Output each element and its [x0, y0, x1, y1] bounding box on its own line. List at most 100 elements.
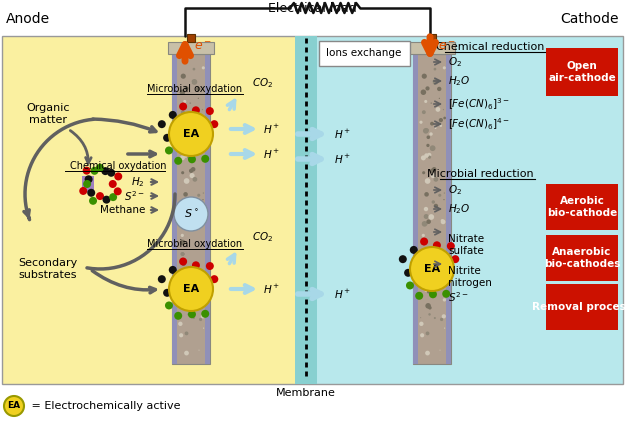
FancyBboxPatch shape [546, 184, 618, 230]
Text: $e^-$: $e^-$ [438, 39, 456, 53]
Circle shape [192, 68, 196, 70]
Circle shape [114, 187, 122, 195]
Text: $H^+$: $H^+$ [263, 123, 281, 136]
Circle shape [439, 350, 441, 351]
Circle shape [107, 169, 115, 177]
Circle shape [442, 290, 450, 298]
Circle shape [183, 153, 188, 158]
Circle shape [432, 167, 436, 172]
Circle shape [186, 153, 191, 157]
Text: $H^+$: $H^+$ [334, 287, 351, 301]
Circle shape [206, 107, 214, 115]
Circle shape [443, 199, 444, 200]
Circle shape [189, 173, 194, 178]
Circle shape [96, 192, 104, 200]
Bar [168, 42, 214, 54]
Circle shape [194, 207, 198, 210]
Text: $S^\circ$: $S^\circ$ [184, 208, 199, 220]
Circle shape [169, 267, 213, 311]
FancyBboxPatch shape [319, 41, 409, 65]
Text: Anode: Anode [6, 12, 50, 26]
Circle shape [426, 332, 429, 335]
Circle shape [424, 153, 429, 158]
Circle shape [188, 214, 193, 220]
Circle shape [4, 396, 24, 416]
Text: $CO_2$: $CO_2$ [252, 76, 273, 90]
Circle shape [182, 276, 188, 281]
Circle shape [202, 109, 203, 110]
Circle shape [184, 222, 186, 225]
Circle shape [441, 219, 446, 224]
Text: Membrane: Membrane [276, 388, 336, 398]
Text: EA: EA [424, 264, 440, 274]
Circle shape [425, 277, 427, 279]
Circle shape [410, 246, 418, 254]
Circle shape [421, 155, 426, 160]
Bar [172, 54, 210, 364]
Bar [2, 36, 309, 384]
Text: $[Fe(CN)_6]^{3-}$: $[Fe(CN)_6]^{3-}$ [448, 96, 510, 112]
Circle shape [202, 199, 204, 200]
Circle shape [82, 167, 91, 175]
Text: Nitrate
sulfate: Nitrate sulfate [448, 234, 484, 256]
Circle shape [428, 156, 431, 159]
Circle shape [432, 81, 434, 83]
Circle shape [191, 200, 194, 204]
Text: $S^{2-}$: $S^{2-}$ [124, 189, 145, 203]
Circle shape [429, 214, 434, 220]
Circle shape [181, 261, 186, 266]
Circle shape [192, 177, 198, 182]
Circle shape [188, 310, 196, 318]
Circle shape [201, 155, 209, 163]
Circle shape [423, 128, 429, 134]
Circle shape [181, 171, 184, 174]
Circle shape [434, 68, 436, 70]
Circle shape [198, 194, 200, 197]
Circle shape [169, 266, 177, 274]
Circle shape [422, 74, 427, 79]
Circle shape [436, 282, 441, 287]
Circle shape [182, 214, 188, 219]
Text: $H^+$: $H^+$ [334, 153, 351, 165]
Circle shape [426, 135, 430, 139]
Circle shape [432, 200, 435, 204]
Circle shape [428, 313, 431, 315]
Circle shape [199, 219, 203, 222]
Circle shape [210, 120, 218, 128]
Circle shape [430, 169, 434, 173]
Text: $O_2$: $O_2$ [448, 183, 462, 197]
Text: EA: EA [8, 402, 21, 410]
Circle shape [192, 106, 200, 114]
Circle shape [191, 79, 198, 85]
Circle shape [184, 86, 189, 90]
Text: EA: EA [183, 284, 199, 294]
Circle shape [425, 178, 431, 184]
Circle shape [174, 197, 208, 231]
Circle shape [202, 298, 205, 301]
Text: = Electrochemically active: = Electrochemically active [28, 401, 181, 411]
Circle shape [432, 79, 438, 85]
Circle shape [443, 109, 444, 110]
Circle shape [422, 171, 425, 174]
Circle shape [169, 112, 213, 156]
Circle shape [426, 86, 429, 90]
Circle shape [200, 221, 201, 222]
Circle shape [199, 318, 202, 321]
Circle shape [431, 173, 436, 178]
Circle shape [421, 89, 426, 95]
Text: Aerobic
bio-cathode: Aerobic bio-cathode [547, 196, 617, 218]
Circle shape [199, 219, 204, 224]
Circle shape [83, 180, 91, 188]
Text: Methane: Methane [99, 205, 145, 215]
Circle shape [434, 177, 438, 182]
Circle shape [426, 303, 431, 309]
Circle shape [181, 253, 184, 256]
Circle shape [88, 189, 95, 197]
Circle shape [429, 290, 437, 298]
Text: Electrical load: Electrical load [268, 2, 356, 15]
Circle shape [185, 144, 189, 147]
Circle shape [444, 327, 445, 329]
Circle shape [443, 117, 446, 119]
Circle shape [184, 128, 188, 132]
Circle shape [439, 124, 442, 127]
